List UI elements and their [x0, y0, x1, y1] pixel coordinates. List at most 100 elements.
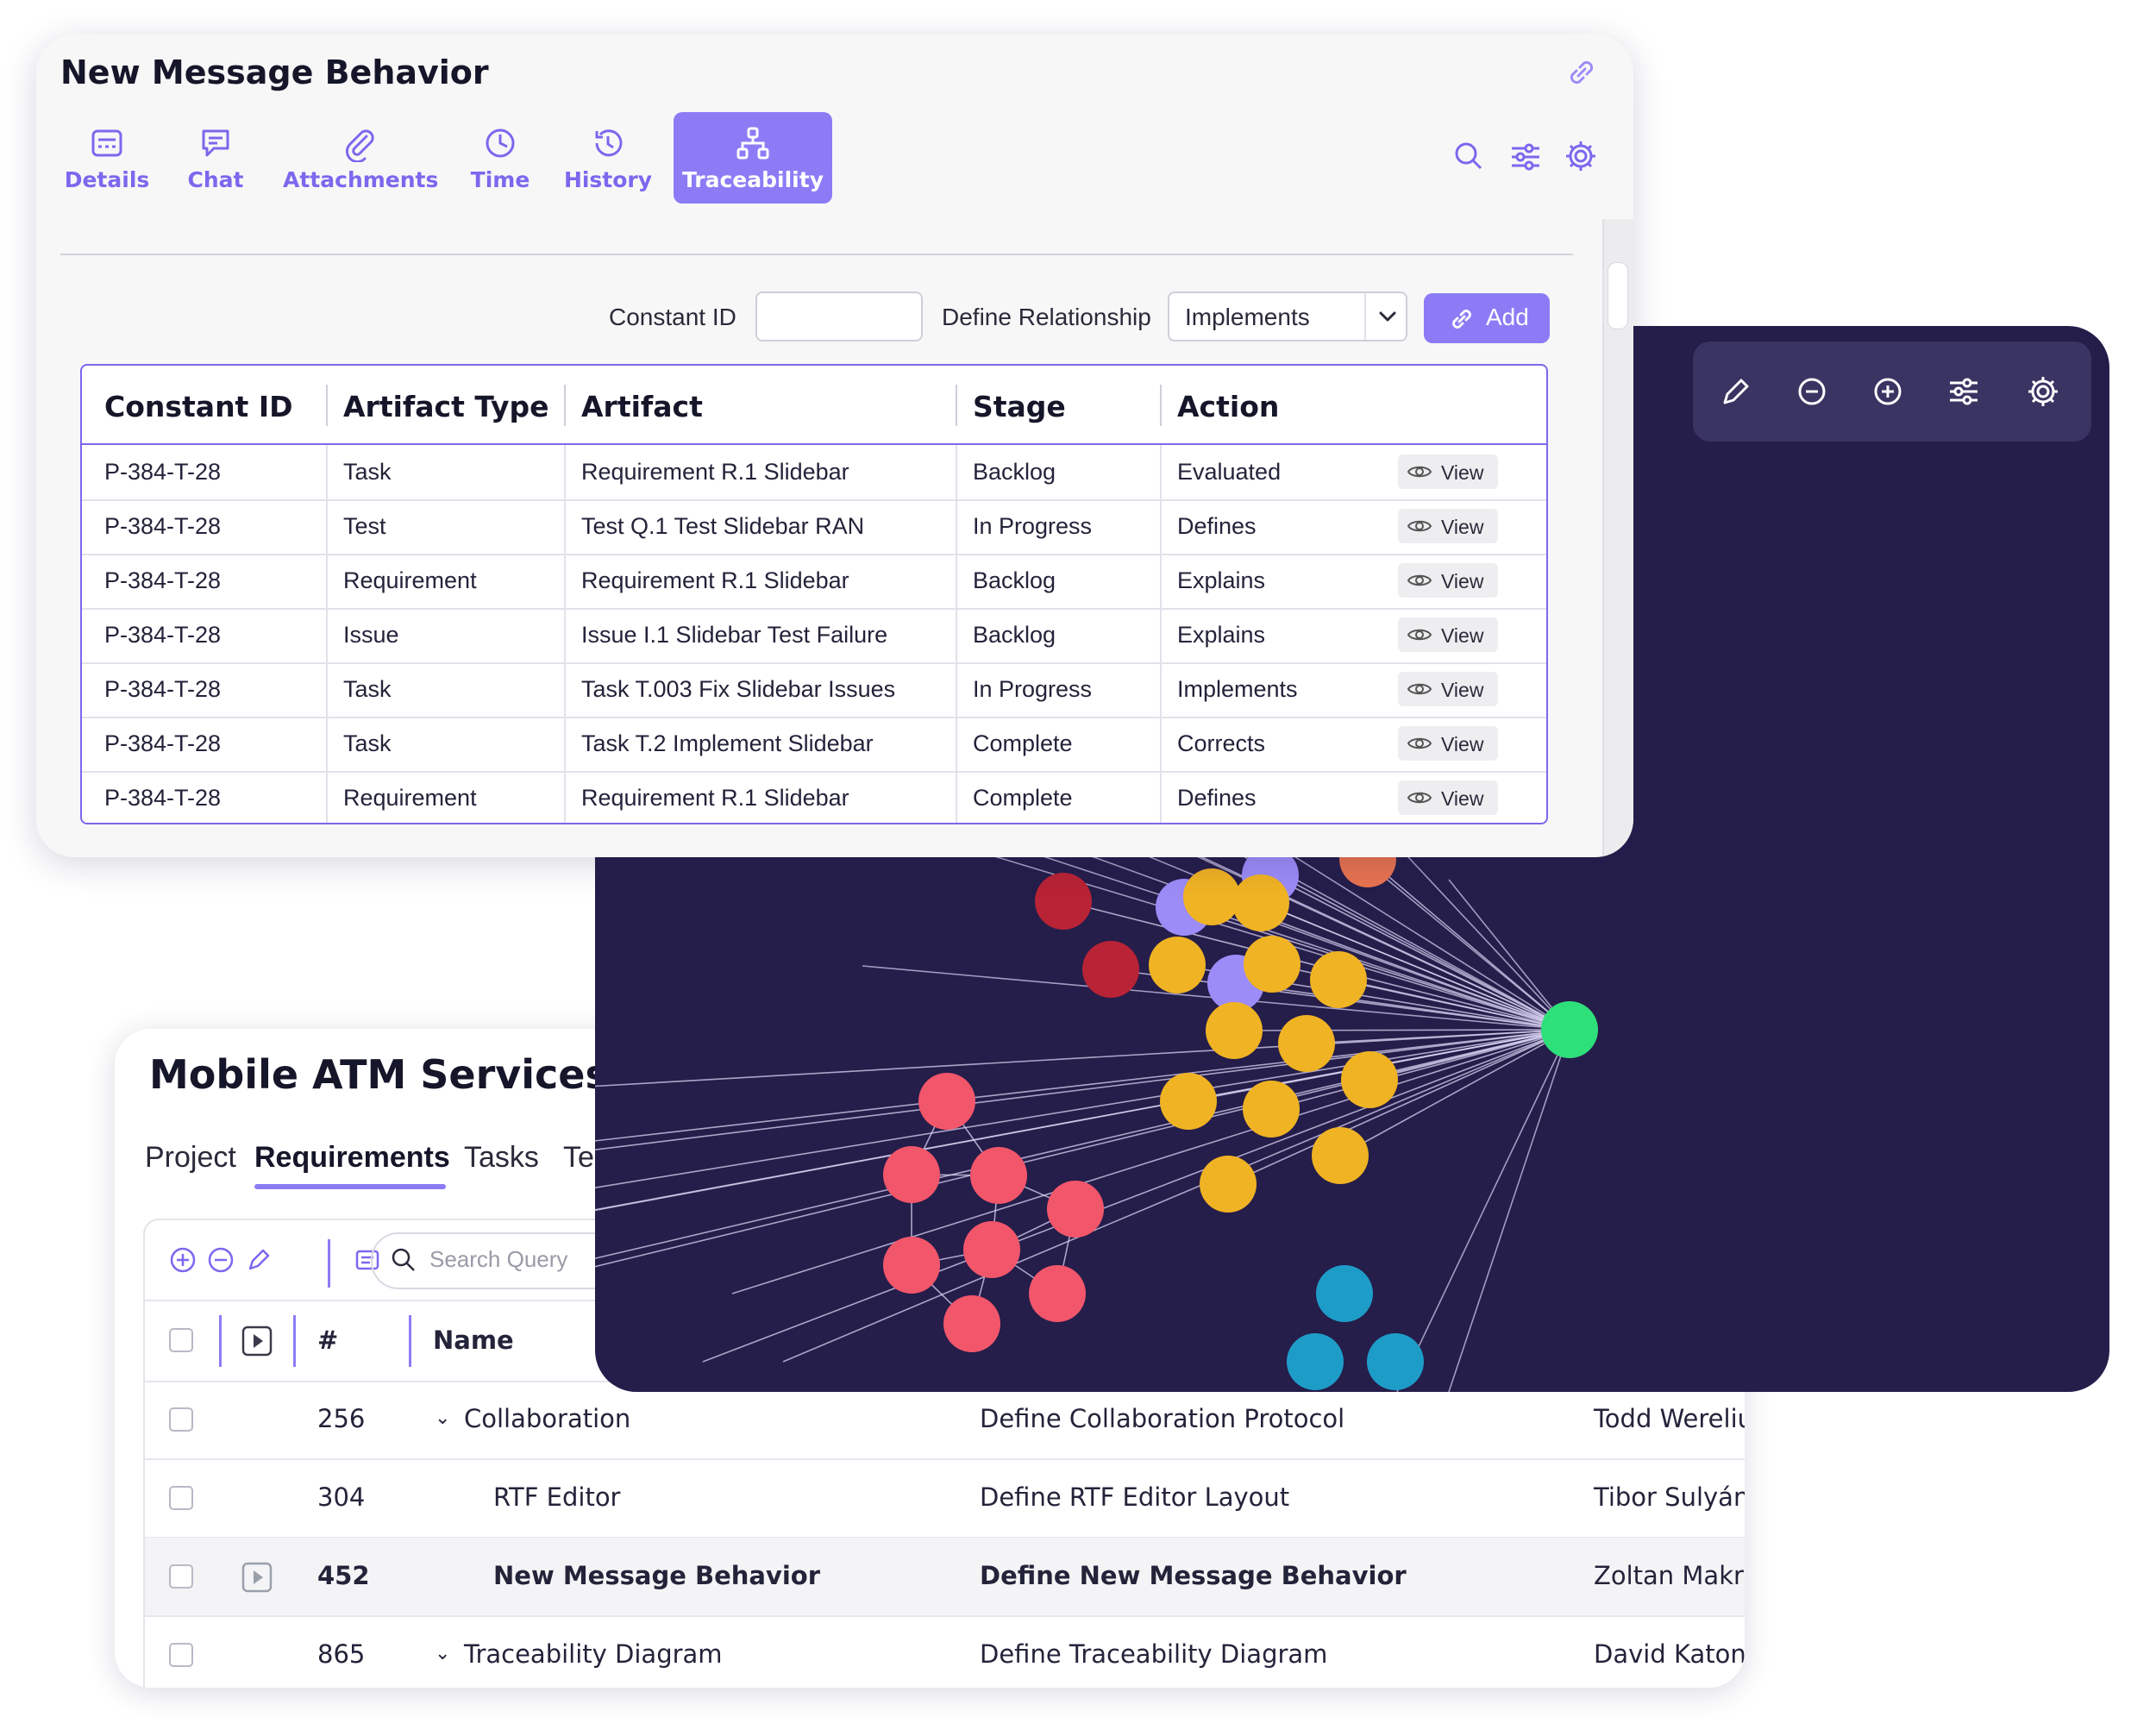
tab-label: Attachments	[283, 167, 439, 192]
tab-project[interactable]: Project	[145, 1141, 236, 1174]
graph-node-yellow[interactable]	[1149, 937, 1206, 993]
graph-node-coral[interactable]	[918, 1073, 975, 1130]
graph-node-dark-red[interactable]	[1082, 941, 1139, 998]
table-row[interactable]: P-384-T-28 Requirement Requirement R.1 Sli…	[82, 554, 1546, 610]
graph-node-yellow[interactable]	[1341, 1051, 1398, 1108]
table-row[interactable]: 304 RTF Editor Define RTF Editor Layout …	[145, 1459, 1745, 1539]
graph-node-coral[interactable]	[883, 1237, 940, 1294]
play-icon[interactable]	[241, 1562, 273, 1593]
column-divider	[956, 445, 957, 499]
table-row[interactable]: P-384-T-28 Task Task T.003 Fix Slidebar Is…	[82, 662, 1546, 718]
row-checkbox[interactable]	[169, 1564, 193, 1589]
graph-node-yellow[interactable]	[1200, 1156, 1257, 1213]
view-button[interactable]: View	[1398, 780, 1498, 815]
graph-node-yellow[interactable]	[1278, 1015, 1335, 1072]
column-stage[interactable]: Stage	[973, 390, 1066, 423]
chevron-down-icon[interactable]: ⌄	[435, 1407, 451, 1428]
row-owner: David Katona	[1594, 1639, 1745, 1669]
table-row[interactable]: P-384-T-28 Requirement Requirement R.1 Sli…	[82, 771, 1546, 823]
play-icon[interactable]	[241, 1326, 273, 1357]
remove-circle-icon[interactable]	[207, 1246, 235, 1274]
relationship-label: Define Relationship	[942, 304, 1151, 330]
table-row[interactable]: 256 ⌄ Collaboration Define Collaboration…	[145, 1381, 1745, 1460]
row-checkbox[interactable]	[169, 1643, 193, 1667]
view-label: View	[1441, 787, 1484, 810]
graph-edge	[1448, 879, 1570, 1031]
view-button[interactable]: View	[1398, 509, 1498, 543]
tab-traceability[interactable]: Traceability	[674, 112, 832, 204]
tab-details[interactable]: Details	[62, 124, 152, 210]
graph-node-yellow[interactable]	[1312, 1127, 1369, 1184]
tab-attachments[interactable]: Attachments	[283, 124, 439, 210]
graph-node-coral[interactable]	[943, 1295, 1000, 1352]
graph-node-yellow[interactable]	[1243, 1081, 1300, 1137]
cell-stage: Backlog	[973, 622, 1056, 648]
graph-node-blue[interactable]	[1287, 1333, 1344, 1390]
tab-tests[interactable]: Te	[563, 1141, 594, 1174]
gear-icon[interactable]	[1563, 138, 1599, 174]
graph-node-yellow[interactable]	[1232, 874, 1289, 931]
view-button[interactable]: View	[1398, 672, 1498, 706]
tab-chat[interactable]: Chat	[178, 124, 254, 210]
link-icon[interactable]	[1563, 53, 1601, 91]
column-artifact[interactable]: Artifact	[581, 390, 703, 423]
column-action[interactable]: Action	[1177, 390, 1280, 423]
add-button-label: Add	[1486, 304, 1529, 330]
graph-hub-node[interactable]	[1541, 1001, 1598, 1058]
sliders-icon[interactable]	[1507, 138, 1544, 174]
graph-node-coral[interactable]	[883, 1146, 940, 1203]
view-button[interactable]: View	[1398, 726, 1498, 761]
graph-node-yellow[interactable]	[1310, 951, 1367, 1008]
graph-node-dark-red[interactable]	[1035, 873, 1092, 930]
view-button[interactable]: View	[1398, 617, 1498, 652]
graph-node-blue[interactable]	[1367, 1333, 1424, 1390]
zoom-out-icon[interactable]	[1793, 373, 1831, 410]
graph-node-blue[interactable]	[1316, 1265, 1373, 1322]
column-constant-id[interactable]: Constant ID	[104, 390, 293, 423]
constant-id-input[interactable]	[755, 291, 923, 342]
graph-node-coral[interactable]	[970, 1147, 1027, 1204]
add-button[interactable]: Add	[1424, 293, 1550, 343]
column-artifact-type[interactable]: Artifact Type	[343, 390, 549, 423]
graph-node-yellow[interactable]	[1183, 868, 1240, 925]
graph-node-coral[interactable]	[1047, 1181, 1104, 1238]
gear-icon[interactable]	[2024, 373, 2062, 410]
table-row[interactable]: 865 ⌄ Traceability Diagram Define Tracea…	[145, 1616, 1745, 1688]
pencil-icon[interactable]	[1717, 373, 1755, 410]
table-row[interactable]: P-384-T-28 Issue Issue I.1 Slidebar Test F…	[82, 608, 1546, 664]
row-checkbox[interactable]	[169, 1486, 193, 1510]
dropdown-toggle[interactable]	[1364, 293, 1409, 340]
view-button[interactable]: View	[1398, 454, 1498, 489]
tab-time[interactable]: Time	[459, 124, 542, 210]
graph-edge	[1339, 1029, 1570, 1156]
tab-history[interactable]: History	[557, 124, 659, 210]
table-row[interactable]: P-384-T-28 Test Test Q.1 Test Slidebar RAN…	[82, 499, 1546, 555]
tab-tasks[interactable]: Tasks	[464, 1141, 539, 1174]
column-name[interactable]: Name	[433, 1326, 514, 1355]
row-name: RTF Editor	[493, 1482, 621, 1512]
new-message-behavior-panel: New Message Behavior Details Chat Attach…	[36, 34, 1633, 857]
zoom-in-icon[interactable]	[1869, 373, 1907, 410]
view-button[interactable]: View	[1398, 563, 1498, 598]
table-row[interactable]: P-384-T-28 Task Task T.2 Implement Slideba…	[82, 717, 1546, 773]
view-label: View	[1441, 516, 1484, 538]
graph-node-yellow[interactable]	[1206, 1002, 1263, 1059]
table-row-selected[interactable]: 452 New Message Behavior Define New Mess…	[145, 1538, 1745, 1617]
chevron-down-icon[interactable]: ⌄	[435, 1642, 451, 1664]
pencil-icon[interactable]	[245, 1246, 273, 1274]
tab-requirements[interactable]: Requirements	[254, 1141, 450, 1174]
graph-node-yellow[interactable]	[1160, 1073, 1217, 1130]
graph-node-yellow[interactable]	[1244, 936, 1300, 993]
select-all-checkbox[interactable]	[169, 1328, 193, 1352]
graph-node-coral[interactable]	[963, 1221, 1020, 1278]
sliders-icon[interactable]	[1945, 373, 1983, 410]
relationship-select[interactable]: Implements	[1168, 291, 1407, 342]
add-circle-icon[interactable]	[169, 1246, 197, 1274]
row-checkbox[interactable]	[169, 1407, 193, 1432]
tab-label: Details	[64, 167, 150, 192]
graph-node-coral[interactable]	[1029, 1265, 1086, 1322]
table-row[interactable]: P-384-T-28 Task Requirement R.1 Slidebar Ba…	[82, 445, 1546, 501]
search-icon	[392, 1248, 415, 1271]
scrollbar-thumb[interactable]	[1608, 262, 1628, 329]
search-icon[interactable]	[1451, 138, 1487, 174]
